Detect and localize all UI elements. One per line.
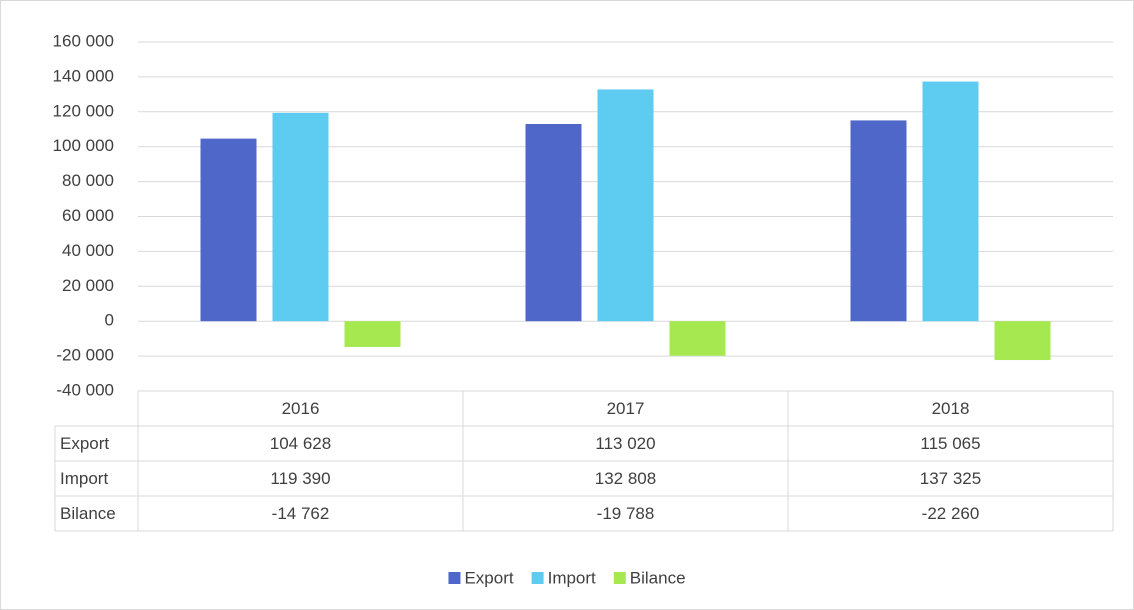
bar xyxy=(850,120,907,322)
table-cell: -19 788 xyxy=(597,504,655,523)
table-cell: 104 628 xyxy=(270,434,331,453)
table-cell: 132 808 xyxy=(595,469,656,488)
table-cell: -14 762 xyxy=(272,504,330,523)
y-tick-label: 0 xyxy=(105,311,114,330)
y-tick-label: 120 000 xyxy=(53,101,114,120)
y-tick-label: 160 000 xyxy=(53,31,114,50)
x-tick-label: 2018 xyxy=(932,399,970,418)
bar xyxy=(272,112,329,322)
x-tick-label: 2017 xyxy=(607,399,645,418)
table-cell: 115 065 xyxy=(920,434,980,453)
x-tick-label: 2016 xyxy=(282,399,320,418)
legend-swatch xyxy=(531,572,544,584)
legend-swatch xyxy=(448,572,461,584)
y-tick-label: -40 000 xyxy=(56,380,114,399)
table-row-label: Import xyxy=(60,469,108,488)
y-tick-label: -20 000 xyxy=(56,346,114,365)
table-cell: 113 020 xyxy=(595,434,655,453)
y-tick-label: 80 000 xyxy=(62,171,114,190)
legend-label: Import xyxy=(548,568,596,587)
bar xyxy=(994,321,1051,361)
legend-label: Export xyxy=(464,568,513,587)
y-tick-label: 40 000 xyxy=(62,241,114,260)
legend-swatch xyxy=(613,572,626,584)
y-tick-label: 140 000 xyxy=(53,66,114,85)
bar xyxy=(597,89,654,322)
table-row-label: Bilance xyxy=(60,504,116,523)
legend-label: Bilance xyxy=(630,568,686,587)
y-tick-label: 60 000 xyxy=(62,206,114,225)
y-tick-label: 20 000 xyxy=(62,276,114,295)
bar xyxy=(344,321,401,347)
table-cell: -22 260 xyxy=(922,504,980,523)
bar xyxy=(525,123,582,322)
table-cell: 137 325 xyxy=(920,469,981,488)
table-row-label: Export xyxy=(60,434,109,453)
bar xyxy=(669,321,726,356)
table-cell: 119 390 xyxy=(270,469,330,488)
y-tick-label: 100 000 xyxy=(53,136,114,155)
bar xyxy=(922,81,979,322)
bar xyxy=(200,138,257,322)
